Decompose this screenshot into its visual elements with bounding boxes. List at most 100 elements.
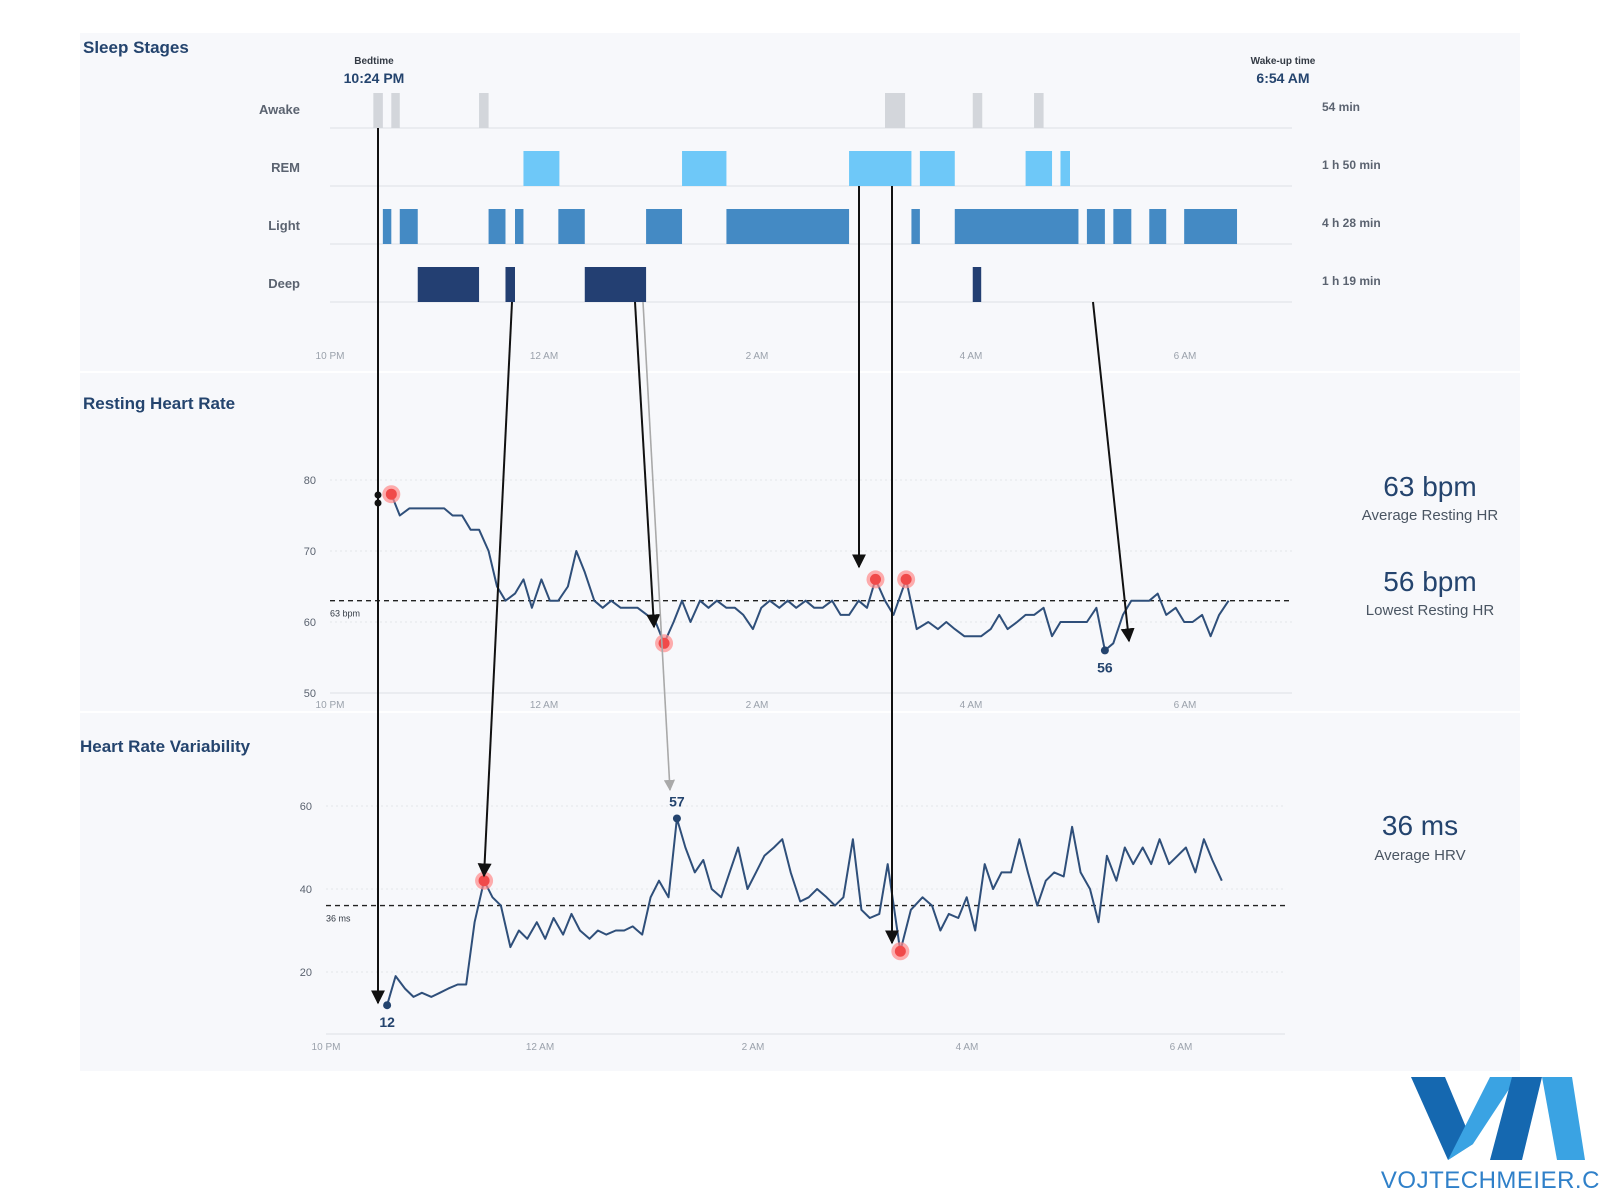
stage-label-deep: Deep [268, 276, 300, 291]
hr-min-point [1100, 646, 1109, 655]
hrv-x-tick-10pm: 10 PM [312, 1042, 341, 1053]
stage-bar-light [558, 209, 585, 244]
hrv-min-point [383, 1001, 392, 1010]
stage-label-light: Light [268, 218, 300, 233]
stage-bar-deep [505, 267, 515, 302]
hr-x-tick-10pm: 10 PM [316, 700, 345, 711]
vm-logo-shape [1448, 1077, 1517, 1160]
stage-bar-light [726, 209, 850, 244]
hr-lowest-caption: Lowest Resting HR [1366, 602, 1495, 619]
stage-bar-light [382, 209, 392, 244]
hr-highlight-marker-core [900, 573, 912, 585]
stage-duration-awake: 54 min [1322, 100, 1360, 114]
stage-bar-deep [584, 267, 647, 302]
resting-hr-panel: Resting Heart Rate 80 70 60 50 63 bpm 10… [80, 373, 1520, 711]
sleep-x-tick-6am: 6 AM [1174, 351, 1197, 362]
hrv-panel: Heart Rate Variability 60 40 20 36 ms 10… [80, 713, 1520, 1071]
stage-label-rem: REM [271, 160, 300, 175]
hrv-min-label: 12 [379, 1014, 395, 1030]
hr-highlight-marker-core [658, 637, 670, 649]
stage-bar-rem [919, 151, 955, 186]
stage-bar-awake [373, 93, 383, 128]
arrow-deep-to-hrv-peak [642, 301, 676, 792]
stage-bar-light [399, 209, 418, 244]
hr-y-tick-80: 80 [304, 475, 316, 487]
stage-bar-deep [972, 267, 982, 302]
hrv-y-tick-60: 60 [300, 801, 312, 813]
hr-highlight-marker-core [385, 488, 397, 500]
stage-bar-rem [682, 151, 727, 186]
hrv-max-point [672, 814, 681, 823]
hrv-line [386, 817, 1223, 1006]
stage-bar-rem [849, 151, 912, 186]
sleep-x-tick-4am: 4 AM [960, 351, 983, 362]
hr-average-caption: Average Resting HR [1362, 507, 1499, 524]
stage-bar-awake [972, 93, 983, 128]
arrow-deep-to-hr-min [1092, 301, 1135, 643]
stage-bar-light [515, 209, 524, 244]
sleep-stages-background [80, 33, 1520, 371]
wakeup-label: Wake-up time [1251, 56, 1316, 67]
hrv-average-value: 36 ms [1382, 810, 1458, 841]
hrv-highlight-marker-core [478, 875, 490, 887]
stage-bar-light [488, 209, 506, 244]
stage-bar-light [1149, 209, 1167, 244]
hr-min-label: 56 [1097, 659, 1113, 675]
stage-bar-rem [523, 151, 560, 186]
hr-average-value: 63 bpm [1383, 471, 1476, 502]
hrv-max-label: 57 [669, 793, 685, 809]
wakeup-value: 6:54 AM [1256, 70, 1309, 86]
watermark: VOJTECHMEIER.CZ [1381, 1077, 1600, 1194]
bedtime-label: Bedtime [354, 56, 394, 67]
stage-bar-light [1184, 209, 1238, 244]
bedtime-value: 10:24 PM [344, 70, 405, 86]
sleep-x-tick-10pm: 10 PM [316, 351, 345, 362]
hrv-x-tick-4am: 4 AM [956, 1042, 979, 1053]
arrow-deep-to-hr-drop [634, 301, 661, 629]
hr-lowest-value: 56 bpm [1383, 566, 1476, 597]
stage-bar-awake [885, 93, 906, 128]
stage-bar-awake [1034, 93, 1044, 128]
hrv-title: Heart Rate Variability [80, 737, 251, 756]
stage-bar-light [646, 209, 683, 244]
stage-bar-deep [417, 267, 480, 302]
resting-hr-background [80, 373, 1520, 711]
hr-y-tick-50: 50 [304, 688, 316, 700]
hr-average-reference-label: 63 bpm [330, 609, 360, 619]
stage-bar-light [1113, 209, 1132, 244]
hr-x-tick-4am: 4 AM [960, 700, 983, 711]
vm-logo-shape [1411, 1077, 1473, 1160]
hrv-x-tick-2am: 2 AM [742, 1042, 765, 1053]
hrv-average-reference-label: 36 ms [326, 914, 351, 924]
stage-bar-rem [1025, 151, 1053, 186]
stage-bar-awake [391, 93, 400, 128]
hr-y-tick-60: 60 [304, 617, 316, 629]
sleep-x-tick-2am: 2 AM [746, 351, 769, 362]
stage-duration-rem: 1 h 50 min [1322, 158, 1381, 172]
resting-hr-title: Resting Heart Rate [83, 394, 235, 413]
vm-logo-shape [1490, 1077, 1542, 1160]
stage-bar-light [911, 209, 920, 244]
hr-x-tick-6am: 6 AM [1174, 700, 1197, 711]
arrow-deep-to-hrv-rise [477, 301, 513, 878]
stage-bar-rem [1060, 151, 1070, 186]
hrv-highlight-marker-core [894, 945, 906, 957]
hr-y-tick-70: 70 [304, 546, 316, 558]
hrv-x-tick-6am: 6 AM [1170, 1042, 1193, 1053]
hrv-background [80, 713, 1520, 1071]
stage-bar-awake [479, 93, 489, 128]
vm-logo [1411, 1077, 1585, 1160]
hr-highlight-marker-core [869, 573, 881, 585]
vm-logo-shape [1542, 1077, 1585, 1160]
watermark-text: VOJTECHMEIER.CZ [1381, 1167, 1600, 1194]
sleep-stages-panel: Sleep Stages Bedtime 10:24 PM Wake-up ti… [80, 33, 1520, 371]
stage-bar-light [1086, 209, 1105, 244]
stage-duration-light: 4 h 28 min [1322, 216, 1381, 230]
annotation-arrows [371, 128, 1135, 1005]
sleep-stages-title: Sleep Stages [83, 38, 189, 57]
stage-label-awake: Awake [259, 102, 300, 117]
hr-x-tick-12am: 12 AM [530, 700, 558, 711]
hrv-x-tick-12am: 12 AM [526, 1042, 554, 1053]
sleep-x-tick-12am: 12 AM [530, 351, 558, 362]
